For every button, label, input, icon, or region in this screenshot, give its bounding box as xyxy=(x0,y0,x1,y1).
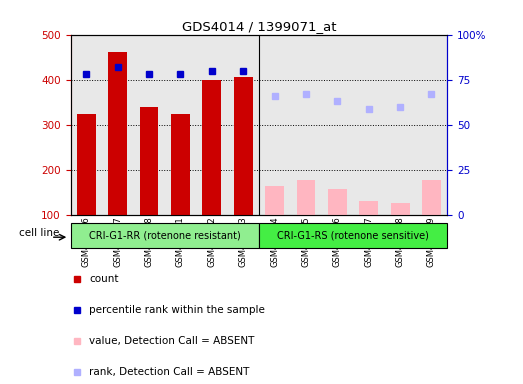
Text: value, Detection Call = ABSENT: value, Detection Call = ABSENT xyxy=(89,336,255,346)
Bar xyxy=(259,223,447,248)
Bar xyxy=(265,186,284,215)
Text: CRI-G1-RR (rotenone resistant): CRI-G1-RR (rotenone resistant) xyxy=(89,230,241,240)
Bar xyxy=(359,200,378,215)
Bar xyxy=(108,52,127,215)
Bar xyxy=(71,223,259,248)
Text: CRI-G1-RS (rotenone sensitive): CRI-G1-RS (rotenone sensitive) xyxy=(277,230,429,240)
Text: rank, Detection Call = ABSENT: rank, Detection Call = ABSENT xyxy=(89,367,250,377)
Bar xyxy=(234,76,253,215)
Bar xyxy=(422,180,441,215)
Bar xyxy=(202,80,221,215)
Bar xyxy=(328,189,347,215)
Bar xyxy=(140,107,158,215)
Bar xyxy=(171,114,190,215)
Bar xyxy=(77,114,96,215)
Bar xyxy=(391,203,410,215)
Text: count: count xyxy=(89,275,119,285)
Title: GDS4014 / 1399071_at: GDS4014 / 1399071_at xyxy=(181,20,336,33)
Text: cell line: cell line xyxy=(19,228,59,238)
Bar xyxy=(297,180,315,215)
Text: percentile rank within the sample: percentile rank within the sample xyxy=(89,305,265,315)
